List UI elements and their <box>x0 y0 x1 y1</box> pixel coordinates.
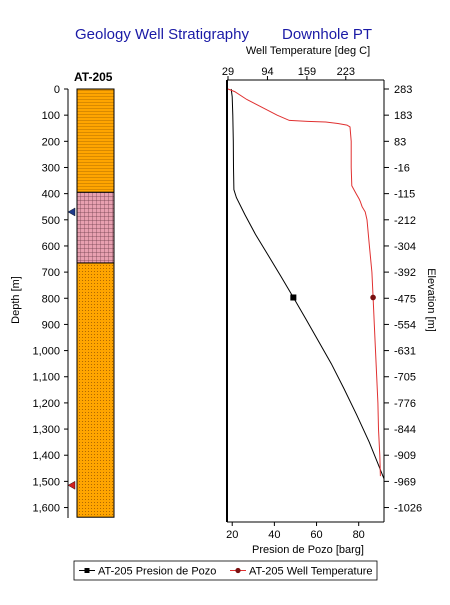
lithology-layer-3 <box>76 262 115 518</box>
well-markers <box>67 207 76 490</box>
pressure-tick-label: 40 <box>268 529 280 541</box>
temperature-tick-label: 159 <box>298 66 316 78</box>
pressure-tick-label: 80 <box>353 529 365 541</box>
depth-tick-label: 600 <box>42 241 60 253</box>
lithology-column <box>76 88 115 518</box>
pressure-tick-label: 60 <box>310 529 322 541</box>
lithology-layer-1 <box>76 88 115 193</box>
elevation-axis-label: Elevation [m] <box>425 268 437 332</box>
depth-tick-label: 1,600 <box>32 503 60 515</box>
well-marker-1 <box>67 207 76 217</box>
depth-tick-label: 900 <box>42 319 60 331</box>
depth-tick-label: 200 <box>42 136 60 148</box>
pressure-tick-label: 20 <box>226 529 238 541</box>
depth-axis-label: Depth [m] <box>10 276 22 324</box>
depth-tick-label: 300 <box>42 162 60 174</box>
elevation-tick-label: -631 <box>394 346 416 358</box>
legend-temperature-marker <box>235 567 241 574</box>
temperature-tick-label: 29 <box>222 66 234 78</box>
lithology-layer-2 <box>76 191 115 264</box>
depth-tick-label: 0 <box>54 84 60 96</box>
depth-tick-label: 1,300 <box>32 424 60 436</box>
elevation-axis: 283 183 83 -16 -115 -212 -304 -392 -475 -554 -631 -… <box>384 84 422 515</box>
elevation-tick-label: -16 <box>394 162 410 174</box>
elevation-tick-label: -392 <box>394 267 416 279</box>
temperature-marker <box>370 294 376 301</box>
legend: AT-205 Presion de Pozo AT-205 Well Tempe… <box>73 560 378 581</box>
temperature-tick-label: 223 <box>337 66 355 78</box>
pt-plot-frame <box>226 79 385 523</box>
elevation-tick-label: -844 <box>394 424 416 436</box>
elevation-tick-label: -909 <box>394 450 416 462</box>
depth-tick-label: 400 <box>42 189 60 201</box>
well-name: AT-205 <box>74 70 113 84</box>
depth-tick-label: 1,500 <box>32 476 60 488</box>
well-marker-2 <box>67 480 76 490</box>
series-lines <box>227 88 385 479</box>
elevation-tick-label: -1026 <box>394 503 422 515</box>
pressure-marker <box>290 294 297 301</box>
pressure-axis-label: Presion de Pozo [barg] <box>252 544 364 556</box>
elevation-tick-label: 183 <box>394 110 412 122</box>
elevation-tick-label: 83 <box>394 136 406 148</box>
depth-tick-label: 1,100 <box>32 372 60 384</box>
elevation-tick-label: -554 <box>394 319 416 331</box>
elevation-tick-label: -212 <box>394 215 416 227</box>
legend-pressure-label: AT-205 Presion de Pozo <box>98 566 216 578</box>
title-downhole: Downhole PT <box>282 26 372 43</box>
series-line-pressure <box>230 88 385 479</box>
series-line-temperature <box>227 88 381 477</box>
depth-tick-label: 1,400 <box>32 450 60 462</box>
legend-temperature-label: AT-205 Well Temperature <box>249 566 373 578</box>
temperature-tick-label: 94 <box>261 66 273 78</box>
temperature-axis: 29 94 159 223 <box>222 66 355 80</box>
legend-pressure-marker <box>84 568 90 573</box>
elevation-tick-label: -115 <box>394 189 415 201</box>
depth-tick-label: 100 <box>42 110 60 122</box>
pressure-axis: 20 40 60 80 <box>226 522 365 541</box>
title-geology: Geology Well Stratigraphy <box>75 26 249 43</box>
depth-axis: 0 100 200 300 400 500 600 700 800 900 1,000 1,100 1,… <box>32 84 69 518</box>
elevation-tick-label: -304 <box>394 241 416 253</box>
depth-tick-label: 1,000 <box>32 346 60 358</box>
depth-tick-label: 500 <box>42 215 60 227</box>
elevation-tick-label: -776 <box>394 398 416 410</box>
elevation-tick-label: -475 <box>394 293 416 305</box>
depth-tick-label: 1,200 <box>32 398 60 410</box>
temperature-axis-label: Well Temperature [deg C] <box>246 45 370 57</box>
depth-tick-label: 700 <box>42 267 60 279</box>
elevation-tick-label: -705 <box>394 372 416 384</box>
elevation-tick-label: 283 <box>394 84 412 96</box>
legend-box <box>73 560 378 581</box>
depth-tick-label: 800 <box>42 293 60 305</box>
elevation-tick-label: -969 <box>394 476 416 488</box>
